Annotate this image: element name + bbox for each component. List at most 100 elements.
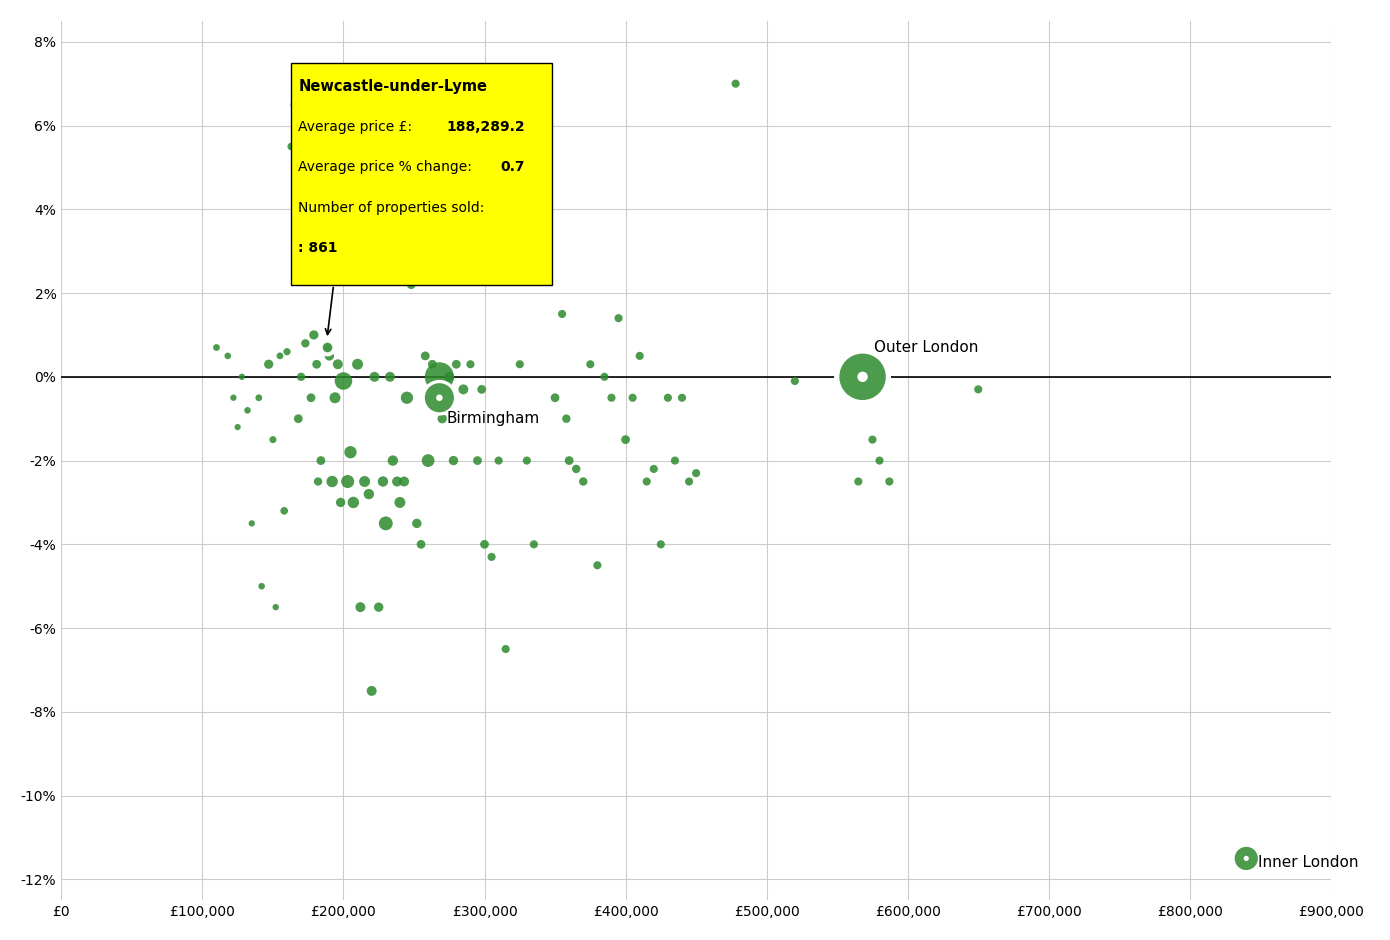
Point [852,369,874,384]
Point [428,369,450,384]
Point [428,390,450,405]
Point [284,97,306,112]
Point [573,474,595,489]
Point [403,264,425,279]
Point [295,336,317,351]
Point [509,356,531,371]
Point [329,495,352,510]
Point [724,76,746,91]
Point [296,139,318,154]
Point [664,453,687,468]
Point [523,537,545,552]
Point [321,474,343,489]
Text: Birmingham: Birmingham [446,411,539,426]
Point [471,382,493,397]
Point [600,390,623,405]
Point [261,432,284,447]
Point [614,432,637,447]
Text: : 861: : 861 [299,241,338,255]
Point [628,349,651,364]
Point [414,349,436,364]
Point [268,349,291,364]
Point [671,390,694,405]
Text: Outer London: Outer London [874,339,979,354]
Point [878,474,901,489]
Point [607,310,630,325]
Point [264,600,286,615]
Point [353,474,375,489]
Point [481,549,503,564]
Point [657,390,680,405]
Point [324,390,346,405]
Point [272,503,295,518]
Point [537,223,559,238]
Point [257,356,279,371]
Point [206,340,228,355]
Point [580,356,602,371]
Text: 188,289.2: 188,289.2 [446,119,525,133]
Point [530,223,552,238]
Point [349,600,371,615]
Point [428,390,450,405]
Text: Inner London: Inner London [1258,854,1358,870]
Point [281,139,303,154]
Point [543,390,566,405]
Point [316,340,338,355]
Point [635,474,657,489]
Text: Average price £:: Average price £: [299,119,421,133]
Point [303,327,325,342]
Point [339,445,361,460]
Point [685,465,708,480]
Point [318,349,341,364]
Point [288,411,310,426]
Point [406,516,428,531]
Point [594,369,616,384]
Point [678,474,701,489]
Point [310,453,332,468]
Text: Average price % change:: Average price % change: [299,160,477,174]
Point [1236,851,1258,866]
Point [557,453,580,468]
Point [336,474,359,489]
Point [342,495,364,510]
Point [291,369,313,384]
Point [852,369,874,384]
Point [442,453,464,468]
Point [316,340,338,355]
Point [474,537,496,552]
Point [367,600,389,615]
Point [459,356,481,371]
Point [396,390,418,405]
Point [236,403,259,418]
Point [357,487,379,502]
Point [516,453,538,468]
Point [587,557,609,572]
Point [967,382,990,397]
Point [375,516,398,531]
Point [373,474,395,489]
Point [621,390,644,405]
Point [428,390,450,405]
Point [445,356,467,371]
Point [379,369,402,384]
Point [417,453,439,468]
Point [227,419,249,434]
Point [222,390,245,405]
Point [862,432,884,447]
Point [217,349,239,364]
Point [1236,851,1258,866]
Point [299,97,321,112]
Point [363,369,385,384]
Point [550,306,573,321]
Point [275,344,297,359]
Point [488,453,510,468]
Point [327,356,349,371]
Point [649,537,671,552]
Point [452,382,474,397]
Point [502,148,524,163]
Point [555,411,577,426]
Point [421,356,443,371]
Point [307,474,329,489]
Point [424,390,446,405]
Point [869,453,891,468]
